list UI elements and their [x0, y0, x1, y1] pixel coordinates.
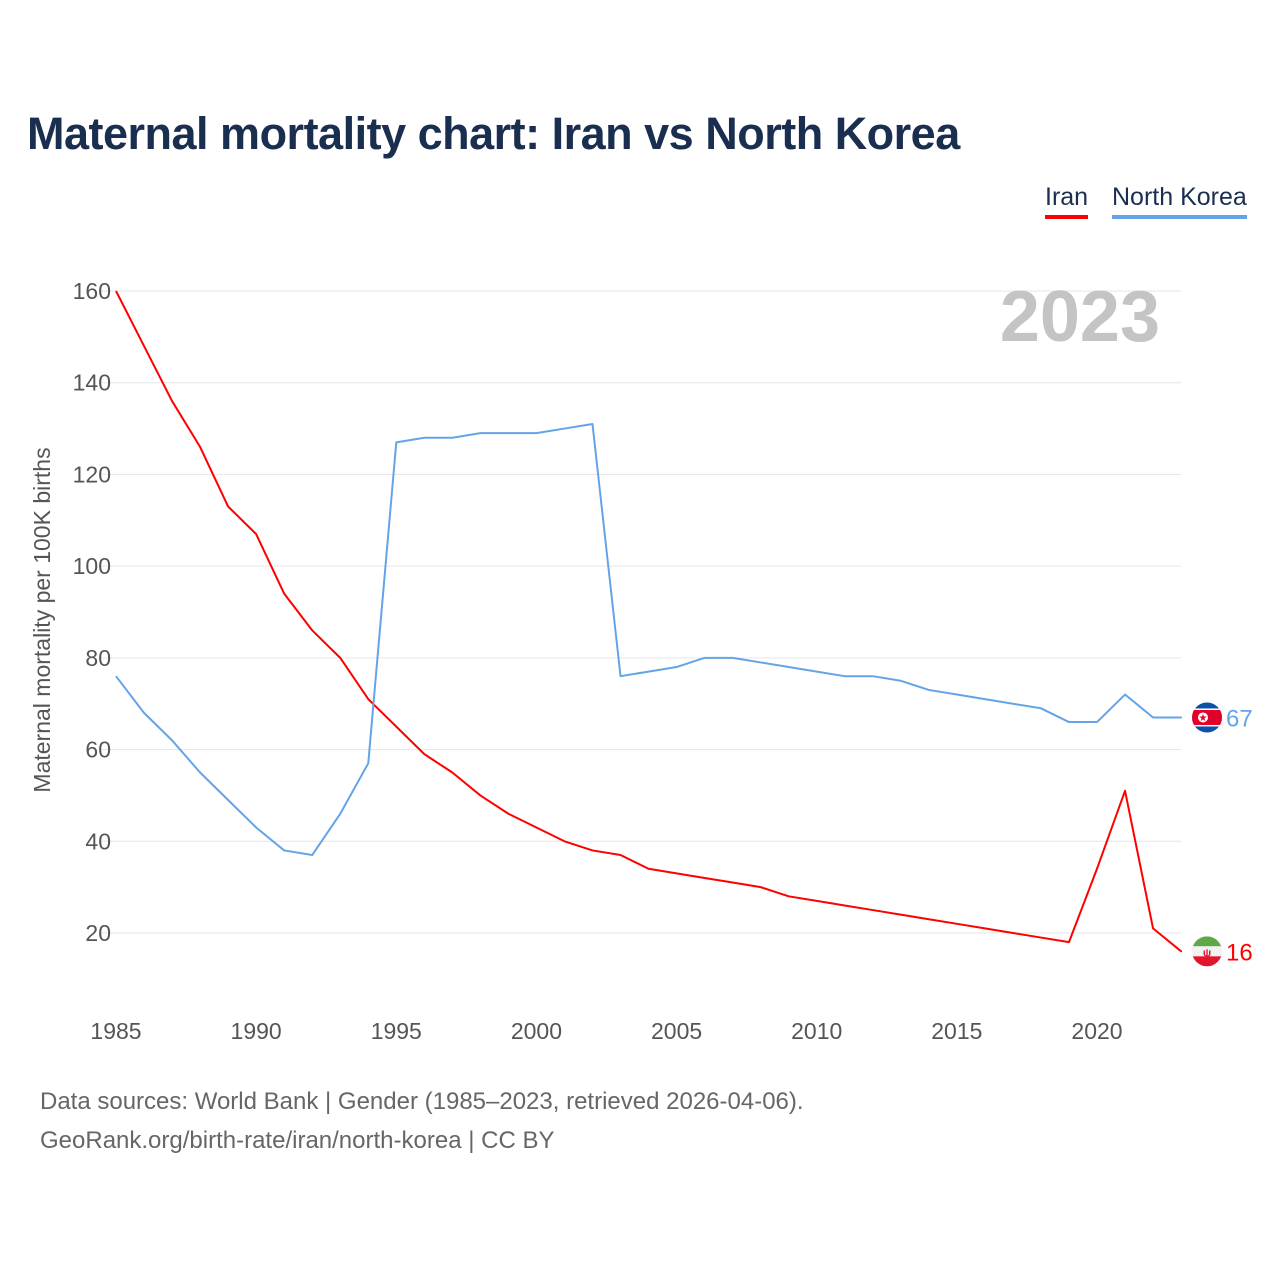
y-tick-label: 60 [85, 737, 111, 763]
flag-disc [1198, 712, 1208, 723]
flag-fill: ★ [1192, 702, 1222, 733]
y-tick-label: 120 [73, 461, 111, 487]
north-korea-flag-icon: ★ [1192, 702, 1222, 733]
y-tick-label: 140 [73, 370, 111, 396]
series-line-iran [115, 290, 1183, 953]
y-tick-label: 20 [85, 920, 111, 946]
flag-fill: ψ [1192, 936, 1222, 967]
x-tick-label: 2010 [791, 1018, 842, 1044]
chart-title: Maternal mortality chart: Iran vs North … [27, 108, 960, 159]
legend-item-iran[interactable]: Iran [1045, 183, 1089, 219]
end-value-label: 16 [1226, 939, 1253, 966]
series-line-north-korea [115, 422, 1183, 857]
x-tick-label: 2020 [1071, 1018, 1122, 1044]
y-axis-label: Maternal mortality per 100K births [29, 447, 55, 792]
flag-emblem: ψ [1203, 947, 1211, 959]
x-tick-label: 1990 [231, 1018, 282, 1044]
year-watermark: 2023 [1000, 277, 1160, 357]
y-tick-label: 40 [85, 828, 111, 854]
y-tick-label: 160 [73, 278, 111, 304]
iran-flag-icon: ψ [1192, 936, 1222, 967]
footer-sources: Data sources: World Bank | Gender (1985–… [40, 1088, 804, 1115]
end-value-label: 67 [1226, 705, 1253, 732]
x-tick-label: 2005 [651, 1018, 702, 1044]
x-tick-label: 2015 [931, 1018, 982, 1044]
flag-stripe [1192, 956, 1222, 967]
legend-item-north-korea[interactable]: North Korea [1112, 183, 1247, 219]
footer-link[interactable]: GeoRank.org/birth-rate/iran/north-korea … [40, 1127, 555, 1154]
x-tick-label: 2000 [511, 1018, 562, 1044]
flag-stripe [1192, 946, 1222, 957]
flag-star: ★ [1199, 713, 1208, 724]
x-tick-label: 1995 [371, 1018, 422, 1044]
y-tick-label: 80 [85, 645, 111, 671]
y-tick-label: 100 [73, 553, 111, 579]
x-tick-label: 1985 [90, 1018, 141, 1044]
flag-stripe [1192, 936, 1222, 947]
